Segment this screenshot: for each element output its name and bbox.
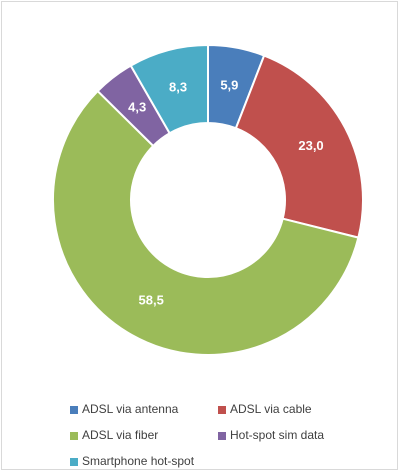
value-label: 4,3: [128, 100, 146, 115]
legend-marker: [70, 432, 78, 440]
value-label: 8,3: [169, 79, 187, 94]
legend-marker: [218, 432, 226, 440]
legend-label: Smartphone hot-spot: [82, 454, 195, 468]
donut-slice: [129, 43, 209, 135]
legend-marker: [70, 406, 78, 414]
legend-label: ADSL via cable: [230, 402, 312, 416]
donut-slice: [234, 54, 364, 239]
legend-marker: [218, 406, 226, 414]
donut-slice: [52, 89, 360, 356]
legend-label: ADSL via antenna: [82, 402, 179, 416]
legend-marker: [70, 458, 78, 466]
legend-label: Hot-spot sim data: [230, 428, 324, 442]
value-label: 58,5: [139, 293, 164, 308]
value-label: 23,0: [298, 138, 323, 153]
value-label: 5,9: [220, 77, 238, 92]
legend-label: ADSL via fiber: [82, 428, 158, 442]
